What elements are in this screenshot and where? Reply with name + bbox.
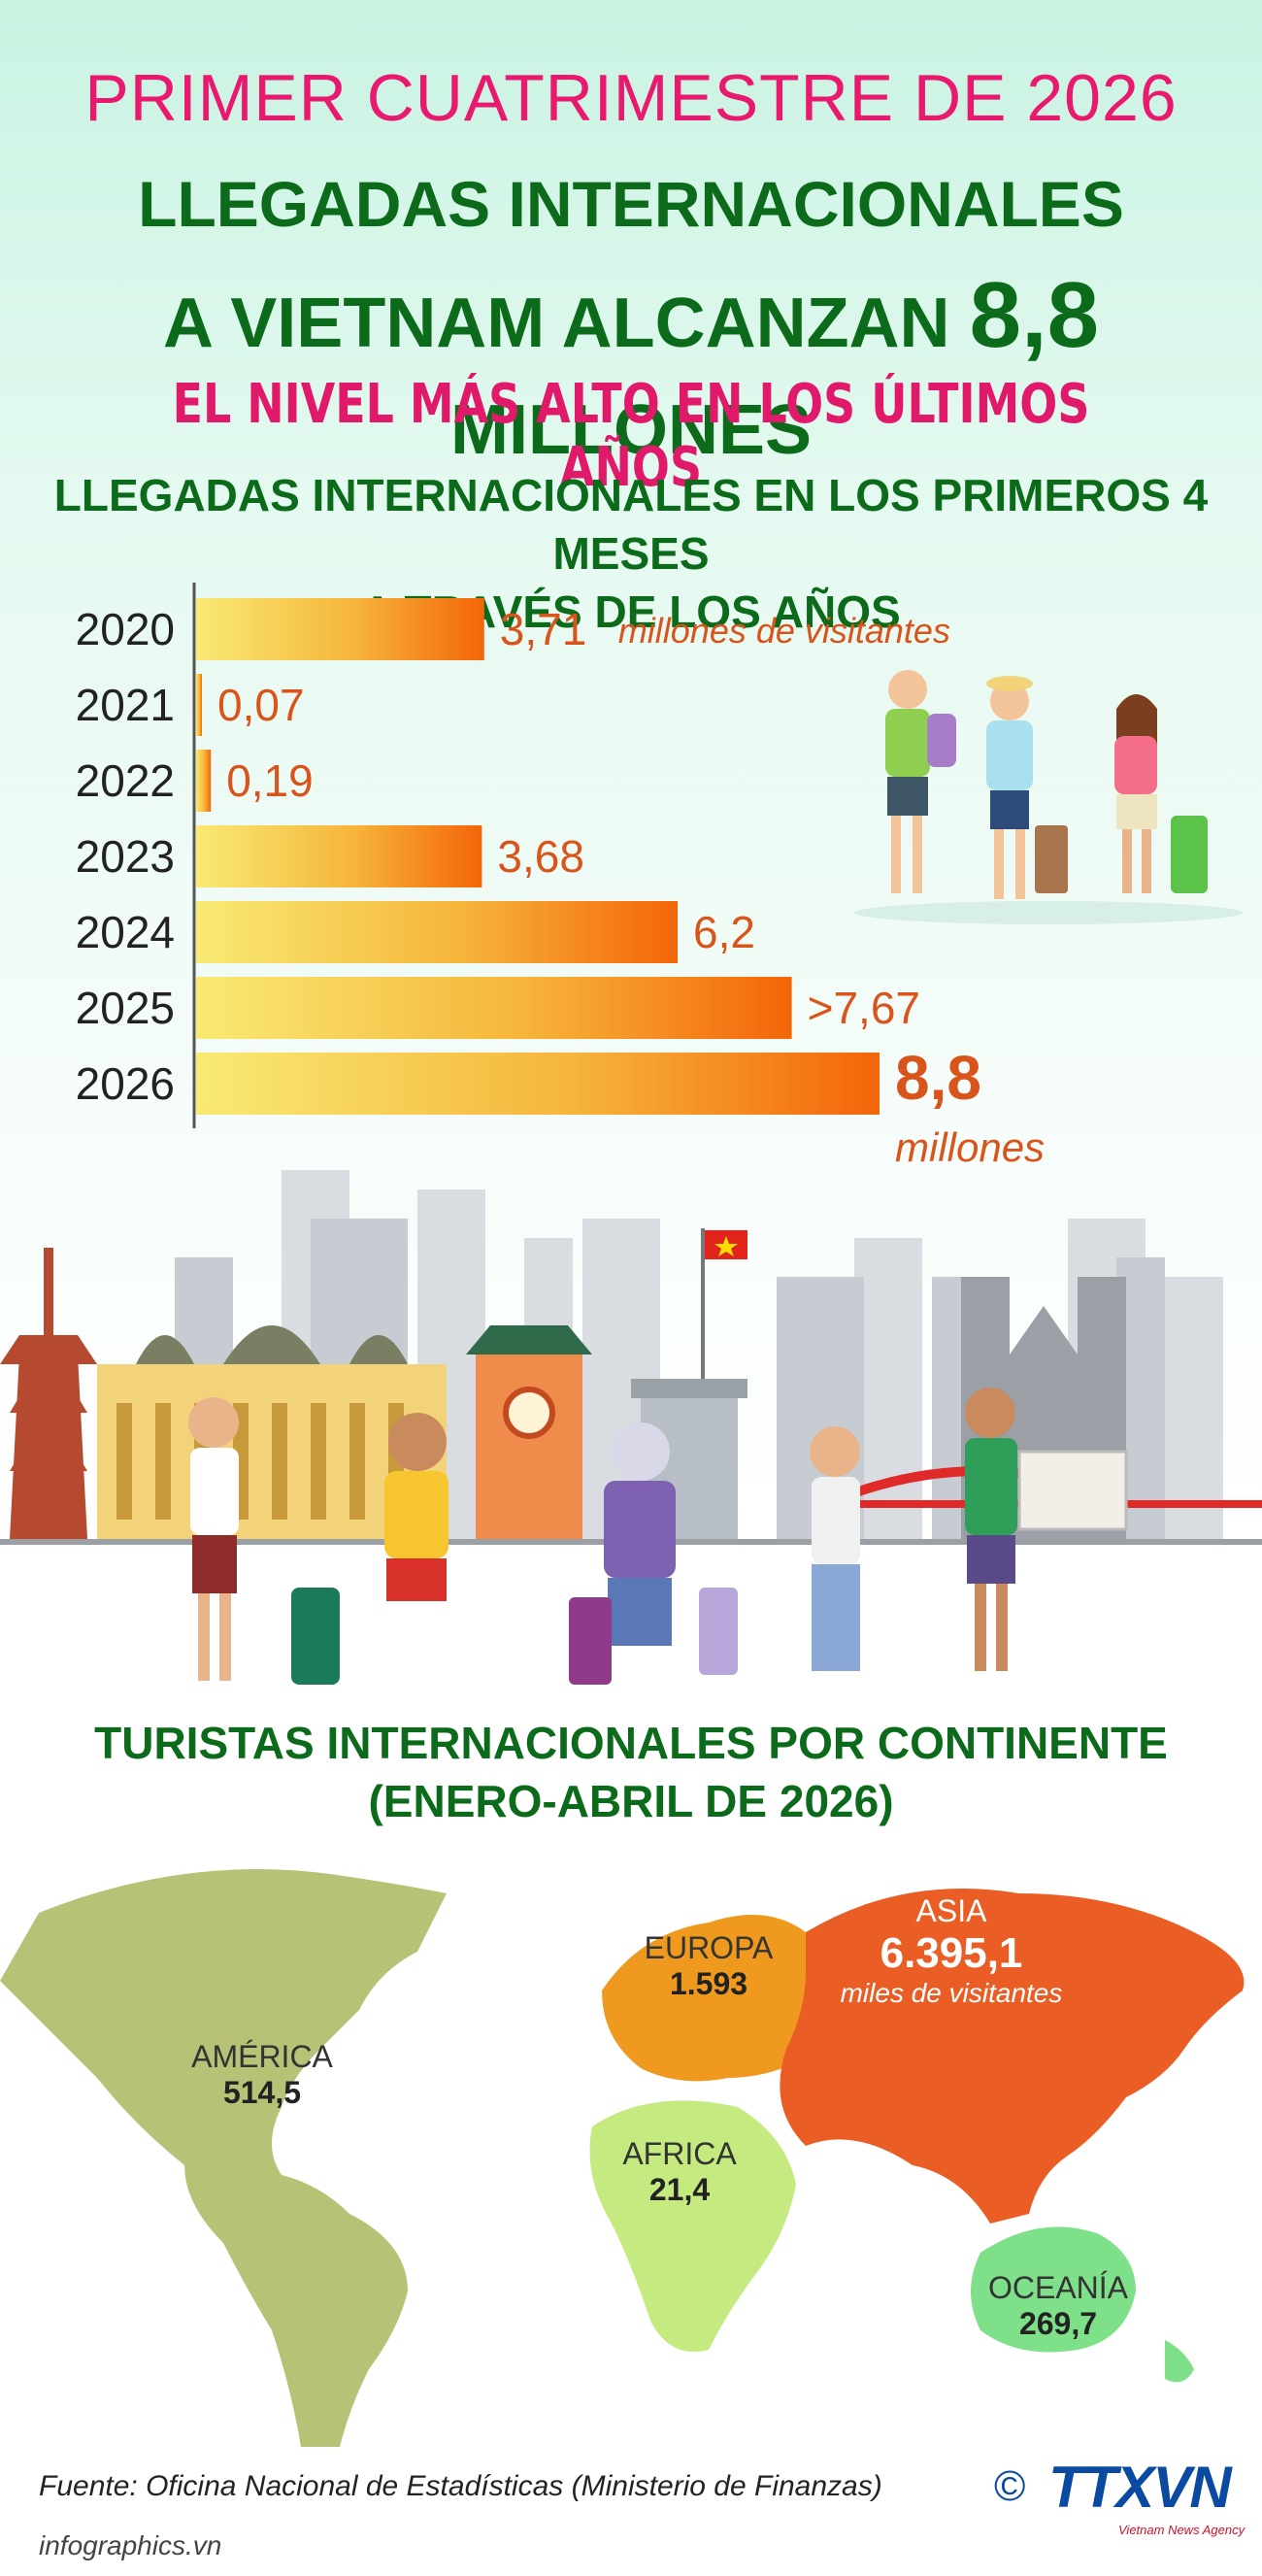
year-label: 2024 — [76, 907, 175, 957]
site-credit: infographics.vn — [39, 2530, 222, 2560]
bar-2024 — [196, 901, 678, 963]
city-tourists-illustration — [0, 1170, 1262, 1685]
map-region-europe — [602, 1915, 806, 2082]
america-name: AMÉRICA — [191, 2039, 333, 2074]
ttxvn-logo: TTXVN — [1048, 2455, 1232, 2520]
headline-subtitle: EL NIVEL MÁS ALTO EN LOS ÚLTIMOS AÑOS — [172, 373, 1090, 499]
map-label-europe: EUROPA 1.593 — [621, 1930, 796, 2002]
bar-2020 — [196, 598, 484, 660]
map-label-africa: AFRICA 21,4 — [592, 2136, 767, 2208]
year-label: 2020 — [76, 604, 175, 654]
headline-big-number: 8,8 — [969, 263, 1100, 367]
bar-2021 — [196, 674, 202, 736]
bar-2022 — [196, 750, 212, 812]
bar-2026 — [196, 1053, 880, 1115]
headline-main: LLEGADAS INTERNACIONALES — [138, 168, 1124, 240]
map-label-america: AMÉRICA 514,5 — [175, 2039, 349, 2111]
map-region-oceania — [971, 2226, 1136, 2353]
value-label-2023: 3,68 — [497, 831, 584, 882]
year-label: 2025 — [76, 983, 175, 1033]
world-map — [0, 1869, 1245, 2447]
map-label-oceania: OCEANÍA 269,7 — [971, 2270, 1146, 2342]
headline-prefix: A VIETNAM ALCANZAN — [162, 284, 950, 362]
arrivals-bar-chart: 2020 3,71 millones de visitantes 2021 0,07 20… — [76, 583, 1243, 1170]
map-title-line2: (ENERO-ABRIL DE 2026) — [368, 1776, 894, 1826]
map-region-africa — [589, 2100, 796, 2352]
oceania-value: 269,7 — [1018, 2306, 1098, 2341]
value-label-2026: 8,8 — [895, 1043, 981, 1113]
copyright-icon: © — [994, 2462, 1026, 2510]
headline-period: PRIMER CUATRIMESTRE DE 2026 — [84, 61, 1178, 135]
logo-subtitle: Vietnam News Agency — [1118, 2523, 1245, 2537]
unit-label-last: millones — [895, 1124, 1045, 1170]
map-section-title: TURISTAS INTERNACIONALES POR CONTINENTE … — [0, 1714, 1262, 1830]
value-label-2020: 3,71 — [500, 604, 587, 654]
asia-value: 6.395,1 — [880, 1929, 1023, 1977]
headline-suffix: MILLONES — [450, 391, 812, 469]
headline-total: A VIETNAM ALCANZAN 8,8 MILLONES — [0, 262, 1262, 484]
map-label-asia: ASIA 6.395,1 miles de visitantes — [806, 1893, 1097, 2009]
unit-label-first: millones de visitantes — [618, 611, 950, 651]
year-label: 2021 — [76, 680, 175, 730]
value-label-2022: 0,19 — [226, 755, 314, 806]
bar-2025 — [196, 977, 792, 1039]
america-value: 514,5 — [222, 2075, 302, 2110]
bar-2023 — [196, 825, 482, 887]
africa-value: 21,4 — [648, 2172, 711, 2207]
asia-unit: miles de visitantes — [840, 1978, 1063, 2008]
map-region-america — [0, 1869, 447, 2447]
oceania-name: OCEANÍA — [987, 2270, 1129, 2305]
value-label-2025: >7,67 — [808, 983, 920, 1033]
africa-name: AFRICA — [622, 2136, 737, 2171]
value-label-2024: 6,2 — [693, 907, 755, 957]
value-label-2021: 0,07 — [217, 680, 305, 730]
travelers-illustration — [854, 670, 1243, 924]
map-region-asia — [780, 1889, 1245, 2224]
source-note: Fuente: Oficina Nacional de Estadísticas… — [39, 2470, 882, 2502]
europe-value: 1.593 — [669, 1966, 748, 2001]
chart-title-line1: LLEGADAS INTERNACIONALES EN LOS PRIMEROS… — [53, 470, 1209, 579]
year-label: 2026 — [76, 1058, 175, 1109]
year-label: 2022 — [76, 755, 175, 806]
asia-name: ASIA — [915, 1893, 987, 1928]
map-title-line1: TURISTAS INTERNACIONALES POR CONTINENTE — [94, 1718, 1168, 1768]
europe-name: EUROPA — [644, 1930, 774, 1965]
year-label: 2023 — [76, 831, 175, 882]
